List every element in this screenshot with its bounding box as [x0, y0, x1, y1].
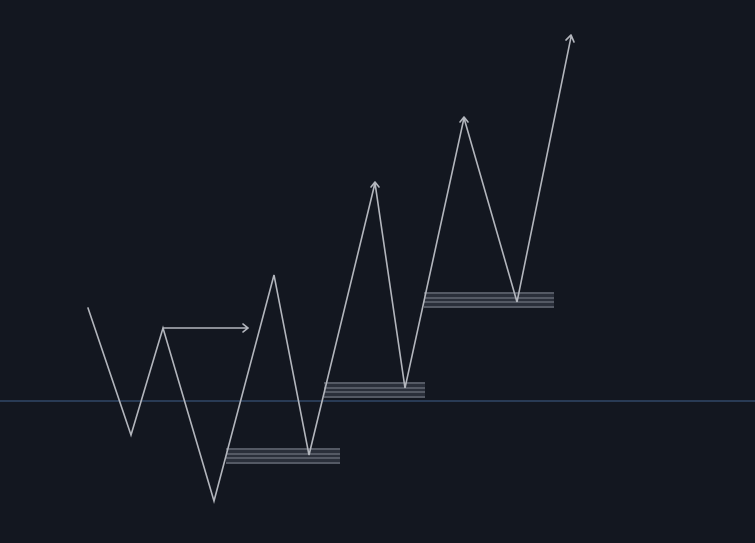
demand-zone-1: [226, 448, 340, 464]
price-swing-path: [87, 36, 572, 504]
swing-high-tip-icon-2: [459, 116, 469, 123]
demand-zone-3: [424, 292, 554, 308]
trend-arrow-icon: [565, 34, 575, 43]
swing-high-tip-icon: [370, 181, 380, 188]
break-of-structure-arrow-icon: [162, 323, 249, 333]
demand-zone-2: [324, 382, 425, 398]
